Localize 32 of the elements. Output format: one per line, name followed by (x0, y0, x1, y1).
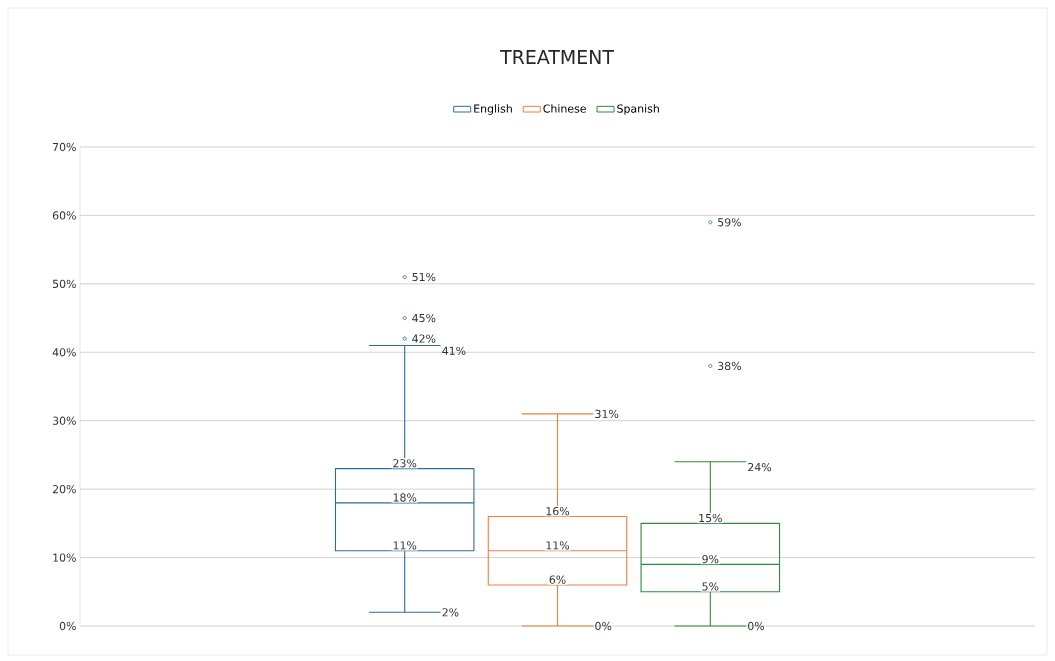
y-tick-label: 50% (52, 279, 76, 288)
annotation: 5% (702, 582, 719, 591)
annotation: 15% (699, 513, 722, 523)
legend-label: Spanish (617, 104, 659, 115)
annotation: 0% (748, 621, 765, 631)
annotation: 23% (393, 459, 417, 468)
y-tick-label: 70% (53, 142, 76, 152)
y-tick-label: 60% (52, 211, 76, 220)
chart-title: TREATMENT (500, 50, 614, 64)
y-tick-label: 20% (52, 485, 76, 494)
y-tick-label: 40% (52, 348, 76, 357)
annotation: 6% (549, 575, 566, 584)
y-tick-label: 10% (53, 553, 76, 562)
y-tick-label: 30% (52, 416, 76, 425)
y-tick-label: 0% (59, 621, 76, 631)
annotation: 31% (595, 409, 619, 419)
annotation: 45% (412, 313, 436, 323)
annotation: 16% (546, 507, 570, 516)
legend-label: English (474, 104, 512, 115)
annotation: 11% (546, 541, 570, 550)
annotation: 24% (748, 462, 772, 472)
annotation: 9% (702, 554, 719, 564)
annotation: 11% (393, 541, 417, 550)
annotation: 51% (412, 272, 436, 282)
annotation: 2% (442, 608, 459, 617)
annotation: 0% (595, 621, 612, 631)
annotation: 41% (442, 346, 466, 355)
annotation: 38% (718, 361, 741, 371)
annotation: 18% (393, 493, 417, 502)
legend-label: Chinese (543, 104, 586, 113)
annotation: 59% (718, 218, 741, 227)
annotation: 42% (412, 334, 436, 343)
